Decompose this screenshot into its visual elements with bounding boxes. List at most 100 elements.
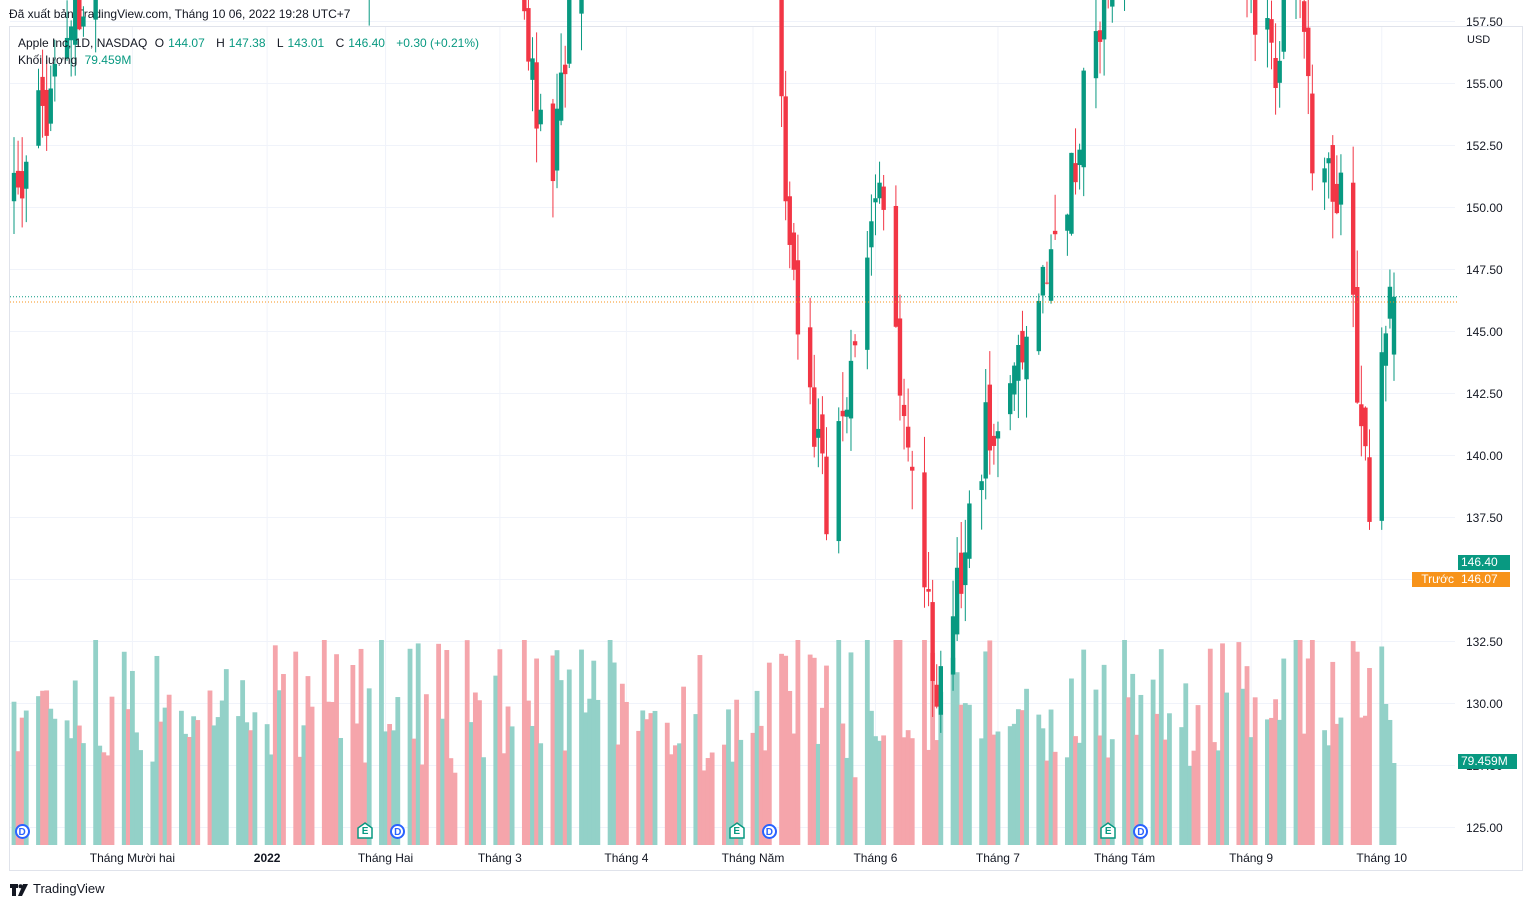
volume-bar — [1301, 733, 1307, 845]
volume-bar — [236, 716, 241, 845]
volume-bar — [1044, 760, 1050, 845]
time-label: Tháng 9 — [1229, 851, 1274, 865]
volume-bar — [1305, 658, 1311, 845]
candle-body — [1301, 1, 1307, 32]
volume-bar — [673, 745, 678, 845]
volume-bar — [1195, 705, 1201, 845]
time-label: Tháng 3 — [477, 851, 522, 865]
volume-bar — [738, 739, 744, 845]
candle-body — [1081, 70, 1086, 168]
candle-body — [1265, 18, 1270, 30]
volume-bar — [1081, 649, 1087, 845]
earnings-marker-icon[interactable]: E — [1100, 822, 1116, 839]
candle — [522, 0, 527, 20]
volume-bar — [1273, 699, 1278, 845]
volume-bar — [562, 750, 568, 845]
event-letter: D — [394, 827, 402, 838]
volume-bar — [693, 714, 699, 845]
candle — [922, 436, 927, 608]
volume-bar — [526, 700, 531, 845]
volume-bar — [583, 712, 588, 845]
candle — [959, 521, 964, 609]
candle-body — [1048, 249, 1054, 301]
volume-bar — [1187, 765, 1193, 845]
candle — [1069, 152, 1074, 236]
candle — [1024, 325, 1029, 418]
candle-body — [1020, 330, 1025, 363]
candle — [1097, 21, 1103, 74]
volume-bar — [566, 669, 572, 845]
volume-bar — [1040, 728, 1046, 845]
dividend-marker-icon[interactable]: D — [14, 824, 30, 839]
time-label: Tháng Hai — [357, 851, 414, 865]
time-label: Tháng 4 — [604, 851, 649, 865]
candle — [1301, 0, 1307, 59]
candle — [11, 137, 17, 234]
candle-body — [68, 26, 74, 41]
candle — [1277, 41, 1282, 108]
candle-body — [991, 435, 997, 446]
volume-bar — [134, 732, 139, 845]
candle-body — [1097, 30, 1103, 42]
volume-bar — [240, 680, 246, 845]
volume-bar — [807, 654, 813, 845]
volume-bar — [1322, 730, 1327, 845]
candle — [1359, 365, 1364, 457]
candle — [530, 37, 535, 112]
candle — [816, 398, 821, 468]
volume-bar — [1069, 678, 1074, 845]
volume-bar — [705, 758, 711, 845]
volume-bar — [930, 652, 936, 845]
volume-bar — [697, 655, 703, 845]
candle — [36, 68, 41, 149]
candle — [1020, 310, 1025, 370]
earnings-marker-icon[interactable]: E — [357, 822, 373, 839]
prev-close-label: Trước — [1412, 572, 1458, 587]
candle-body — [1359, 404, 1364, 427]
time-label: Tháng 10 — [1356, 851, 1408, 865]
volume-bar — [1020, 710, 1025, 845]
candle — [824, 427, 829, 541]
volume-bar — [1109, 739, 1115, 845]
dividend-marker-icon[interactable]: D — [761, 824, 777, 839]
volume-bar — [873, 736, 878, 845]
volume-bar — [950, 657, 956, 845]
volume-bar — [321, 640, 327, 845]
earnings-marker-icon[interactable]: E — [728, 822, 745, 839]
tradingview-logo-icon — [10, 884, 28, 896]
candle — [52, 39, 58, 102]
candle — [787, 181, 792, 269]
volume-bar — [787, 690, 793, 845]
candle — [567, 0, 572, 69]
candle — [19, 137, 25, 228]
volume-bar — [954, 672, 960, 845]
volume-bar — [223, 669, 229, 845]
dividend-marker-icon[interactable]: D — [1133, 824, 1149, 839]
volume-bar — [1011, 723, 1017, 845]
candle-body — [1379, 352, 1384, 521]
candle-body — [1077, 149, 1082, 166]
candle-body — [779, 0, 784, 97]
volume-bar — [1367, 668, 1372, 845]
volume-bar — [1167, 713, 1172, 845]
tradingview-brand[interactable]: TradingView — [10, 881, 105, 896]
candle-body — [795, 260, 801, 335]
candle-body — [812, 387, 817, 447]
chart-frame[interactable] — [9, 26, 1523, 871]
volume-bar — [1338, 717, 1344, 845]
volume-bar — [11, 701, 17, 845]
volume-bar — [730, 761, 735, 845]
candle-body — [824, 456, 829, 535]
volume-bar — [779, 653, 784, 845]
dividend-marker-icon[interactable]: D — [390, 824, 406, 839]
volume-bar — [493, 675, 499, 845]
volume-bar — [558, 680, 564, 845]
candle — [534, 32, 539, 163]
volume-bar — [19, 717, 25, 845]
candle-body — [1052, 230, 1058, 235]
candle-body — [1363, 407, 1368, 447]
volume-bar — [452, 772, 458, 845]
